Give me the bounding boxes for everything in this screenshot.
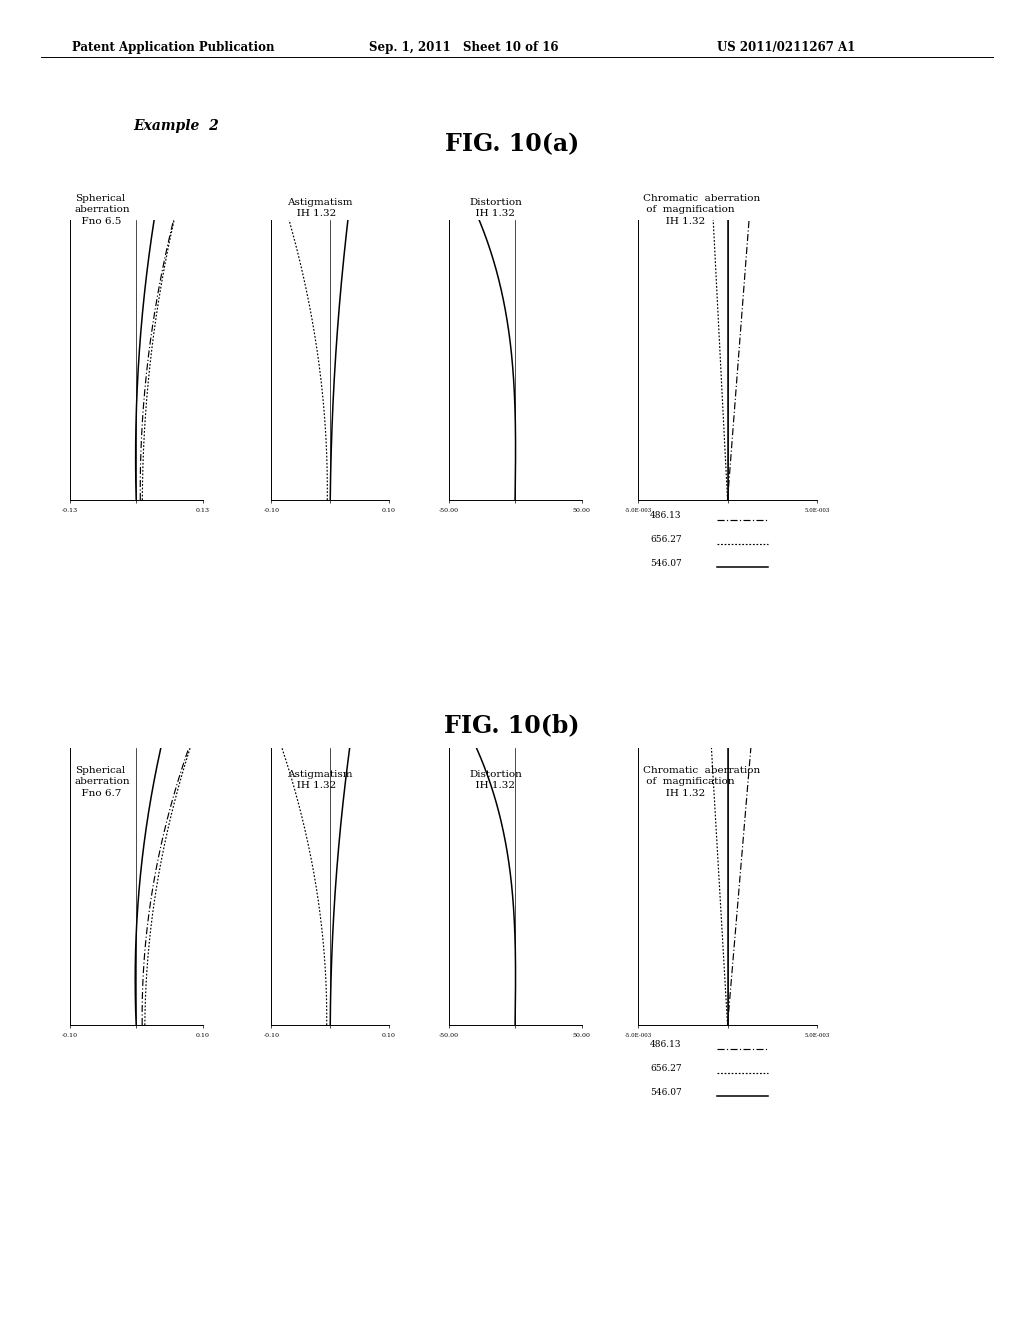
Text: FIG. 10(a): FIG. 10(a) [444,132,580,156]
Text: Spherical
aberration
  Fno 6.7: Spherical aberration Fno 6.7 [75,766,130,797]
Text: 656.27: 656.27 [650,535,682,544]
Text: Example  2: Example 2 [133,119,219,133]
Text: 656.27: 656.27 [650,1064,682,1073]
Text: Distortion
  IH 1.32: Distortion IH 1.32 [469,770,522,789]
Text: Astigmatism
   IH 1.32: Astigmatism IH 1.32 [287,198,352,218]
Text: Patent Application Publication: Patent Application Publication [72,41,274,54]
Text: Astigmatism
   IH 1.32: Astigmatism IH 1.32 [287,770,352,789]
Text: 546.07: 546.07 [650,1088,682,1097]
Text: Spherical
aberration
  Fno 6.5: Spherical aberration Fno 6.5 [75,194,130,226]
Text: FIG. 10(b): FIG. 10(b) [444,713,580,737]
Text: Chromatic  aberration
 of  magnification
       IH 1.32: Chromatic aberration of magnification IH… [643,194,761,226]
Text: 486.13: 486.13 [650,1040,682,1049]
Text: Distortion
  IH 1.32: Distortion IH 1.32 [469,198,522,218]
Text: US 2011/0211267 A1: US 2011/0211267 A1 [717,41,855,54]
Text: 546.07: 546.07 [650,558,682,568]
Text: Sep. 1, 2011   Sheet 10 of 16: Sep. 1, 2011 Sheet 10 of 16 [369,41,558,54]
Text: 486.13: 486.13 [650,511,682,520]
Text: Chromatic  aberration
 of  magnification
       IH 1.32: Chromatic aberration of magnification IH… [643,766,761,797]
